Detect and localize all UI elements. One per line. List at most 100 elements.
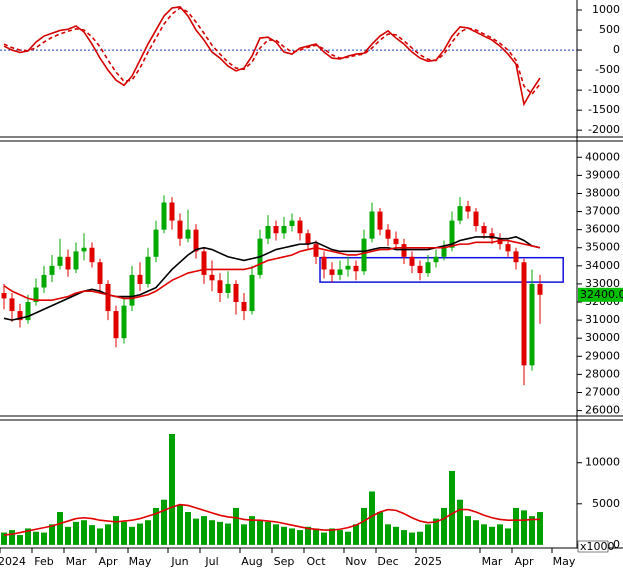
candle-body	[433, 256, 439, 263]
candle-body	[369, 211, 375, 239]
x-tick-label: Oct	[306, 555, 326, 568]
volume-bar	[81, 520, 87, 545]
volume-bar	[17, 535, 23, 545]
candle-body	[9, 298, 15, 312]
candle-body	[465, 206, 471, 212]
candle-body	[169, 202, 175, 221]
candle-body	[177, 220, 183, 239]
y-tick-label: 29000	[585, 349, 620, 362]
volume-bar	[153, 507, 159, 545]
volume-bar	[209, 520, 215, 545]
volume-bar	[425, 524, 431, 545]
x-tick-label: Jul	[204, 555, 218, 568]
volume-bar	[121, 521, 127, 545]
volume-bar	[505, 528, 511, 545]
y-tick-label: 0	[613, 538, 620, 551]
volume-bar	[289, 528, 295, 545]
volume-bar	[33, 531, 39, 545]
candle-body	[121, 305, 127, 339]
candle-body	[201, 251, 207, 275]
volume-bar	[249, 516, 255, 545]
x-tick-label: Mar	[482, 555, 503, 568]
last-price-box	[578, 287, 623, 302]
candle-body	[409, 256, 415, 266]
volume-bar	[457, 499, 463, 545]
volume-bar	[281, 526, 287, 545]
candle-body	[289, 220, 295, 227]
y-tick-label: -1500	[588, 103, 620, 116]
x-tick-label: Aug	[241, 555, 262, 568]
y-tick-label: 27000	[585, 385, 620, 398]
x-tick-label: 2025	[414, 555, 442, 568]
line	[3, 503, 540, 536]
candle-body	[449, 220, 455, 248]
candle-body	[297, 220, 303, 234]
x-tick-label: 2024	[0, 555, 26, 568]
candle-body	[281, 226, 287, 234]
volume-bar	[97, 528, 103, 545]
price-zone	[319, 256, 564, 283]
candle-body	[81, 247, 87, 252]
candle-body	[393, 238, 399, 245]
candle-body	[97, 262, 103, 284]
candle-body	[481, 226, 487, 234]
candle-body	[513, 251, 519, 263]
volume-bar	[265, 521, 271, 545]
y-tick-label: 35000	[585, 241, 620, 254]
volume-bar	[329, 528, 335, 545]
x-tick-label: May	[129, 555, 152, 568]
volume-bar	[9, 530, 15, 545]
candle-body	[105, 283, 111, 312]
candle-body	[65, 256, 71, 270]
y-tick-label: -2000	[588, 123, 620, 136]
volume-bar	[217, 521, 223, 545]
y-tick-label: 500	[599, 23, 620, 36]
x-tick-label: Apr	[98, 555, 118, 568]
volume-bar	[345, 531, 351, 545]
volume-bar	[297, 530, 303, 545]
candle-body	[345, 265, 351, 270]
last-price-label: 32400.00	[580, 288, 623, 301]
candle-body	[241, 302, 247, 312]
x-tick-label: Apr	[514, 555, 534, 568]
candle-body	[49, 265, 55, 275]
candle-body	[505, 244, 511, 252]
volume-bar	[417, 531, 423, 545]
volume-bar	[481, 524, 487, 545]
volume-bar	[441, 507, 447, 545]
candle-body	[25, 302, 31, 321]
volume-bar	[113, 516, 119, 545]
candle-body	[41, 274, 47, 288]
volume-bar	[409, 532, 415, 545]
y-tick-label: 34000	[585, 259, 620, 272]
candle-body	[137, 274, 143, 284]
y-tick-label: 38000	[585, 186, 620, 199]
unit-label: x1000	[580, 540, 615, 553]
candle-body	[529, 283, 535, 366]
candle-body	[185, 229, 191, 239]
volume-bar	[49, 524, 55, 545]
volume-bar	[521, 510, 527, 545]
candle-body	[353, 265, 359, 272]
volume-bar	[321, 532, 327, 545]
y-tick-label: 40000	[585, 150, 620, 163]
volume-bar	[393, 526, 399, 545]
volume-bar	[273, 524, 279, 545]
volume-bar	[529, 516, 535, 545]
volume-bar	[1, 532, 7, 545]
y-tick-label: 10000	[585, 456, 620, 469]
volume-bar	[337, 530, 343, 545]
volume-bar	[193, 518, 199, 545]
candle-body	[489, 233, 495, 239]
candle-body	[129, 274, 135, 306]
volume-bar	[129, 526, 135, 545]
volume-bar	[497, 524, 503, 545]
candle-body	[273, 226, 279, 234]
line	[3, 7, 541, 96]
volume-bar	[385, 524, 391, 545]
y-tick-label: -1000	[588, 83, 620, 96]
y-tick-label: 30000	[585, 331, 620, 344]
line	[3, 236, 541, 321]
